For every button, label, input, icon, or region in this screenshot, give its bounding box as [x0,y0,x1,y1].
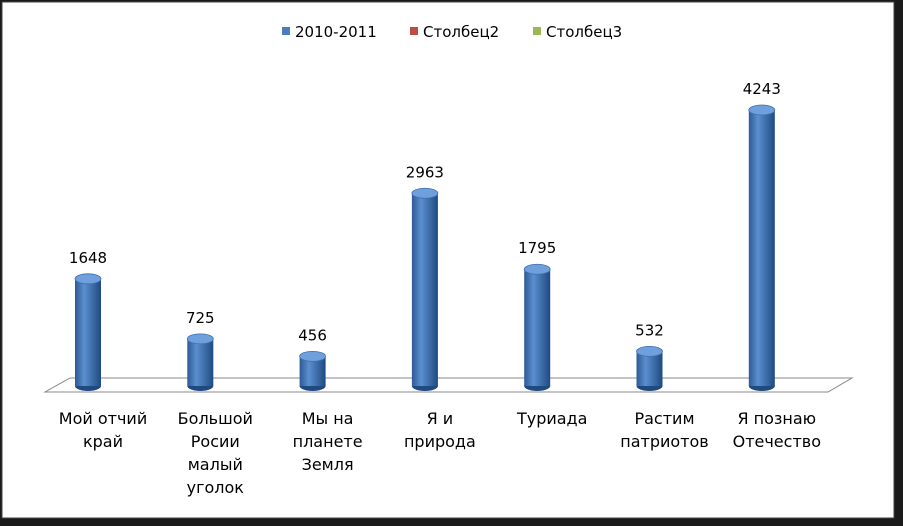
legend-swatch [410,27,418,35]
data-label: 2963 [406,163,444,181]
x-tick-label: Я познаю Отечество [732,409,821,451]
legend-label: Столбец2 [423,23,499,41]
bar-top [299,350,327,362]
data-label: 725 [186,309,215,327]
bar [524,269,551,386]
chart-area [1,1,895,519]
data-label: 4243 [743,80,781,98]
data-label: 532 [635,321,664,339]
bar [748,110,775,386]
legend-swatch [533,27,541,35]
x-tick-label: Растим патриотов [620,409,709,451]
x-tick-label: Мы на планете Земля [292,409,363,474]
x-tick-label: Туриада [516,409,588,428]
bar [636,351,663,386]
x-tick-label: Я и природа [403,409,476,451]
data-label: 456 [298,326,327,344]
data-label: 1795 [518,239,556,257]
floor [43,377,854,393]
bar [187,338,214,386]
bar-top [186,333,214,345]
bar-top [411,187,439,199]
legend-swatch [282,27,290,35]
bar-top [636,345,663,357]
bar [75,278,101,386]
bar-top [74,273,102,285]
x-tick-label: Мой отчий край [58,409,148,451]
bar [411,193,438,386]
legend-label: 2010-2011 [295,23,377,41]
data-label: 1648 [69,249,107,267]
bar-top [748,104,776,116]
x-tick-label: Большой Росии малый уголок [177,409,253,497]
legend-label: Столбец3 [546,23,622,41]
bar-top [523,263,551,275]
